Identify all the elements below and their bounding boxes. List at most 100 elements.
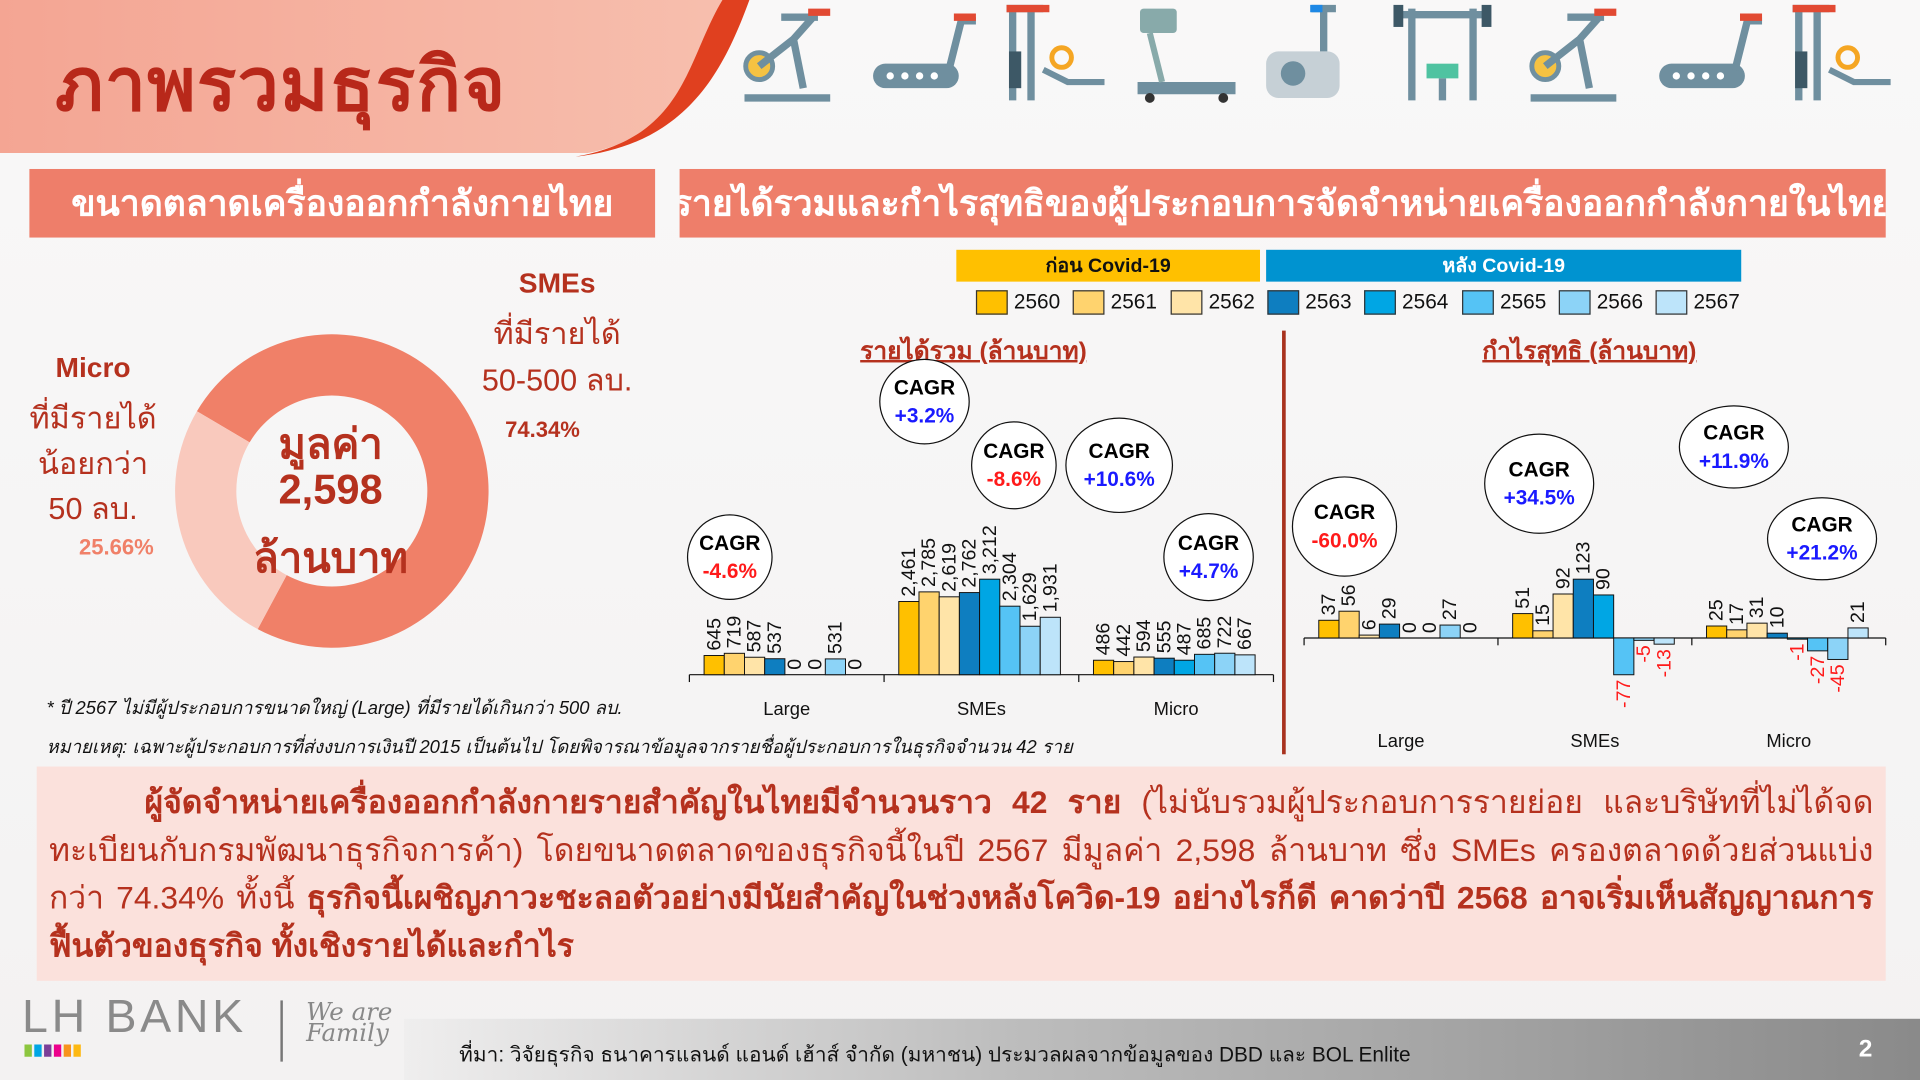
bar-value-label: 594: [1133, 619, 1155, 652]
legend-label: 2560: [1013, 290, 1061, 314]
bar-value-label: 90: [1593, 568, 1615, 590]
bar-value-label: -27: [1807, 656, 1829, 684]
bar-smes-2566: [1019, 625, 1041, 676]
bar-value-label: 0: [845, 659, 867, 670]
bar-smes-2564: [1592, 594, 1615, 639]
cagr-profit-micro-pre: CAGR +11.9%: [1678, 405, 1789, 489]
bar-value-label: -45: [1827, 664, 1849, 692]
bar-value-label: 17: [1726, 603, 1748, 625]
micro-pct: 25.66%: [78, 535, 154, 560]
micro-desc-1: ที่มีรายได้: [29, 401, 157, 436]
legend-item-2567: 2567: [1655, 290, 1740, 315]
bar-value-label: 29: [1379, 597, 1401, 619]
page-title: ภาพรวมธุรกิจ: [55, 44, 507, 127]
bar-micro-2564: [1786, 637, 1809, 640]
header-banner: [0, 0, 750, 157]
bar-micro-2562: [1746, 622, 1768, 639]
bar-value-label: 92: [1552, 567, 1574, 589]
cable-machine-icon: [1780, 2, 1896, 107]
bar-value-label: 2,785: [918, 538, 940, 587]
cable-machine-icon: [994, 2, 1110, 107]
bar-smes-2562: [1552, 593, 1574, 639]
bar-value-label: 2,619: [938, 543, 960, 592]
micro-desc-3: 50 ลบ.: [48, 492, 138, 527]
legend-item-2566: 2566: [1558, 290, 1644, 315]
bar-value-label: 51: [1512, 587, 1534, 609]
logo-color-bars: [24, 1044, 81, 1057]
bar-charts: Large645719587537005310SMEs2,4612,7852,6…: [688, 525, 1887, 751]
bar-large-2561: [723, 652, 745, 676]
bar-value-label: 667: [1234, 617, 1256, 650]
exercise-bike-icon: [732, 2, 848, 107]
legend-item-2563: 2563: [1267, 290, 1352, 315]
bar-value-label: 555: [1153, 621, 1175, 654]
bar-value-label: 2,304: [999, 552, 1021, 601]
bar-value-label: 0: [1399, 622, 1421, 633]
legend-label: 2561: [1110, 290, 1157, 314]
category-label: Large: [1378, 730, 1425, 751]
bar-value-label: 486: [1093, 623, 1115, 656]
bar-value-label: 2,762: [959, 539, 981, 588]
bar-smes-2566: [1633, 637, 1655, 641]
footnote-large: * ปี 2567 ไม่มีผู้ประกอบการขนาดใหญ่ (Lar…: [46, 697, 623, 719]
legend-label: 2566: [1596, 290, 1644, 314]
legend-before-covid: ก่อน Covid-19: [956, 249, 1261, 282]
bar-smes-2561: [1532, 630, 1554, 639]
legend-after-covid: หลัง Covid-19: [1266, 249, 1742, 282]
legend-item-2565: 2565: [1462, 290, 1547, 315]
legend-swatch: [1170, 290, 1203, 315]
bar-large-2563: [1378, 623, 1401, 639]
bar-large-2566: [824, 658, 847, 676]
donut-center-label: มูลค่า: [278, 421, 383, 468]
bar-value-label: -77: [1613, 680, 1635, 708]
cagr-revenue-micro-pre: CAGR +10.6%: [1065, 417, 1174, 514]
bar-smes-2562: [938, 596, 960, 676]
bar-micro-2567: [1847, 627, 1869, 639]
footer-band: [404, 1018, 1920, 1080]
bar-value-label: -13: [1653, 649, 1675, 677]
market-share-donut: [175, 334, 489, 648]
category-label: Micro: [1154, 698, 1199, 719]
micro-desc-2: น้อยกว่า: [37, 446, 149, 482]
logo-divider: [280, 1000, 283, 1062]
bar-value-label: 37: [1318, 594, 1340, 616]
cagr-revenue-micro-post: CAGR +4.7%: [1163, 513, 1254, 602]
running-machine-icon: [1125, 2, 1241, 107]
bench-press-icon: [1387, 2, 1503, 107]
bar-large-2562: [1358, 634, 1380, 639]
legend-label: 2567: [1693, 290, 1740, 314]
bar-micro-2567: [1234, 654, 1256, 676]
bar-value-label: 645: [703, 618, 725, 651]
left-panel-heading: ขนาดตลาดเครื่องออกกำลังกายไทย: [29, 168, 656, 238]
bar-smes-2565: [1613, 637, 1635, 676]
summary-text: (ไม่นับรวมผู้ประกอบการรายย่อย และบริษัทท…: [48, 783, 1874, 916]
bar-value-label: 10: [1766, 606, 1788, 628]
bar-smes-2561: [918, 591, 940, 676]
cagr-revenue-smes-post: CAGR -8.6%: [971, 421, 1057, 510]
bar-value-label: 0: [804, 659, 826, 670]
cagr-revenue-large: CAGR -4.6%: [686, 514, 773, 601]
tagline-logo: We are Family: [306, 996, 393, 1047]
footnote-remark: หมายเหตุ: เฉพาะผู้ประกอบการที่ส่งงบการเง…: [46, 737, 1073, 758]
micro-title: Micro: [55, 351, 131, 384]
bar-micro-2561: [1113, 661, 1135, 676]
legend-label: 2565: [1500, 290, 1547, 314]
category-label: Large: [763, 698, 810, 719]
bar-value-label: -5: [1633, 645, 1655, 663]
bar-micro-2560: [1092, 659, 1115, 676]
bar-large-2560: [703, 655, 725, 676]
donut-slice-smes: [196, 334, 489, 648]
bar-value-label: 123: [1572, 542, 1594, 575]
bar-value-label: 25: [1706, 599, 1728, 621]
bar-micro-2561: [1726, 629, 1748, 639]
bar-micro-2562: [1133, 656, 1155, 676]
cagr-profit-large: CAGR -60.0%: [1291, 476, 1398, 577]
bar-smes-2563: [958, 592, 981, 676]
bar-large-2560: [1318, 619, 1340, 639]
legend-swatch: [1072, 290, 1105, 315]
bar-micro-2560: [1706, 625, 1728, 639]
bar-value-label: 27: [1439, 598, 1461, 620]
bar-value-label: 587: [744, 620, 766, 653]
bar-value-label: 0: [1419, 622, 1441, 633]
